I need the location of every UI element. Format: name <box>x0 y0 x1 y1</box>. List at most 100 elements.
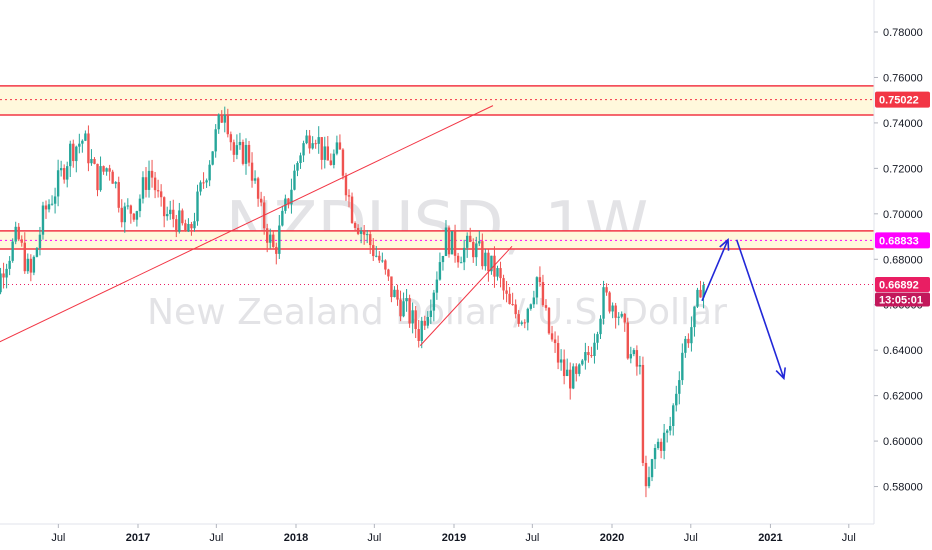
candle-body-65 <box>178 210 181 232</box>
candle-body-227 <box>669 425 672 431</box>
candle-body-43 <box>111 171 114 184</box>
candle-body-96 <box>272 234 275 247</box>
candle-body-224 <box>659 441 663 451</box>
candle-body-112 <box>320 137 323 160</box>
candle-body-161 <box>469 235 472 242</box>
candle-body-33 <box>81 140 84 144</box>
candle-body-101 <box>287 198 290 205</box>
candle-body-183 <box>535 277 539 298</box>
candle-body-34 <box>84 133 87 141</box>
candle-body-209 <box>614 305 617 318</box>
candle-body-207 <box>608 292 611 312</box>
candle-body-42 <box>108 168 111 172</box>
candle-body-48 <box>126 205 130 207</box>
candle-body-128 <box>369 234 372 246</box>
candle-body-17 <box>32 256 36 273</box>
candle-body-234 <box>690 327 693 344</box>
projection-up-arrowhead[interactable] <box>719 238 730 251</box>
projection-down-arrowhead[interactable] <box>775 367 786 381</box>
candle-body-114 <box>326 146 330 161</box>
candle-body-27 <box>62 168 66 180</box>
candle-body-107 <box>305 135 308 144</box>
candle-body-94 <box>265 228 269 243</box>
zone-fill-0[interactable] <box>0 85 874 115</box>
candle-body-78 <box>217 114 220 130</box>
candle-body-39 <box>99 166 102 191</box>
candle-body-102 <box>290 189 293 205</box>
candle-body-49 <box>129 205 133 214</box>
candle-body-23 <box>50 203 54 205</box>
candle-body-219 <box>644 462 648 487</box>
projection-down-leg[interactable] <box>735 239 785 379</box>
candle-body-97 <box>275 246 278 254</box>
candle-body-134 <box>387 269 390 277</box>
candle-body-14 <box>23 242 26 272</box>
candle-body-179 <box>523 322 526 324</box>
candle-body-152 <box>441 256 445 263</box>
trendline-1[interactable] <box>419 245 513 346</box>
candle-body-170 <box>496 268 499 277</box>
candle-body-118 <box>338 142 342 150</box>
candle-body-19 <box>38 234 42 249</box>
candle-body-36 <box>90 158 93 164</box>
candle-body-226 <box>665 430 669 433</box>
candle-body-105 <box>299 155 302 163</box>
time-axis[interactable]: Jul 2017 Jul 2018 Jul 2019 Jul 2020 Jul 2021 Jul <box>51 524 856 544</box>
candle-body-66 <box>181 210 184 224</box>
watermark-symbol: NZDUSD, 1W <box>226 189 648 263</box>
y-tick-label-9: 0.60000 <box>883 436 923 448</box>
candle-body-44 <box>114 182 117 184</box>
candle-body-40 <box>102 166 105 172</box>
candle-body-162 <box>472 241 475 258</box>
candle-body-116 <box>332 153 336 165</box>
candle-body-126 <box>362 230 366 235</box>
candle-body-11 <box>14 226 17 242</box>
candle-body-83 <box>232 142 236 155</box>
drawing-tools[interactable] <box>0 105 786 381</box>
candle-body-176 <box>514 304 517 315</box>
x-tick-label-2: Jul <box>209 532 223 544</box>
candle-body-132 <box>381 260 384 262</box>
candle-body-75 <box>208 164 211 181</box>
candle-body-104 <box>296 162 299 171</box>
candle-body-16 <box>29 258 33 273</box>
candle-body-110 <box>314 143 317 145</box>
candle-body-8 <box>5 268 8 278</box>
level-price-tag-1: 0.68833 <box>879 235 919 247</box>
candle-body-12 <box>17 226 20 240</box>
candle-body-123 <box>353 222 357 228</box>
projection-up-leg[interactable] <box>701 239 729 302</box>
candle-body-131 <box>378 255 381 261</box>
candle-body-58 <box>156 190 160 192</box>
candle-body-149 <box>432 292 436 311</box>
candle-body-60 <box>162 197 166 217</box>
candle-body-133 <box>384 260 387 270</box>
candle-body-77 <box>214 129 217 152</box>
horizontal-zones[interactable] <box>0 85 874 285</box>
zone-fill-1[interactable] <box>0 230 874 250</box>
candle-body-70 <box>193 221 196 229</box>
candle-body-82 <box>229 134 233 143</box>
candle-body-212 <box>623 313 626 323</box>
candle-body-46 <box>120 207 123 223</box>
candle-body-182 <box>532 297 536 305</box>
candle-body-208 <box>611 305 614 312</box>
candle-body-45 <box>117 182 120 208</box>
candle-body-157 <box>456 255 460 263</box>
candle-body-29 <box>69 143 72 167</box>
candle-body-90 <box>253 178 257 181</box>
candle-body-6 <box>0 273 2 293</box>
candle-body-233 <box>687 338 690 344</box>
candle-body-80 <box>223 114 226 123</box>
x-tick-label-7: 2020 <box>600 532 624 544</box>
candle-body-24 <box>53 196 57 204</box>
candle-body-153 <box>444 227 448 257</box>
candle-body-146 <box>423 320 426 326</box>
trendline-0[interactable] <box>0 105 494 351</box>
candle-body-188 <box>550 333 554 340</box>
candle-body-28 <box>66 166 69 180</box>
y-tick-label-5: 0.68000 <box>883 254 923 266</box>
candle-body-171 <box>499 268 502 279</box>
candle-body-216 <box>635 350 639 367</box>
